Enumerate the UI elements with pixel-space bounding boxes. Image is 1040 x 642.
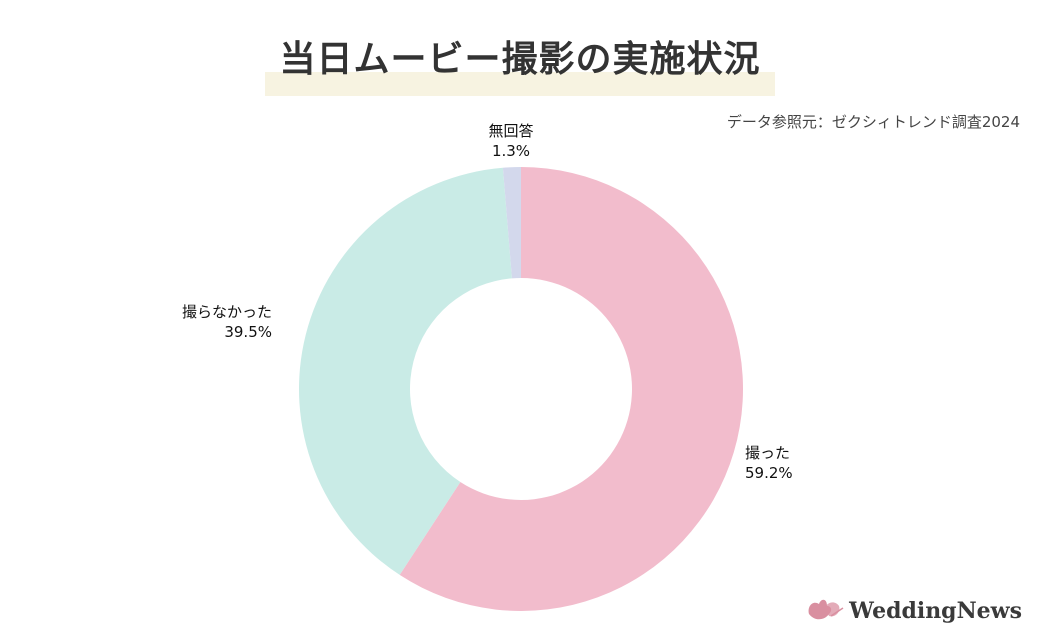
- slice-label-no-answer: 無回答 1.3%: [488, 121, 533, 161]
- chart-title-area: 当日ムービー撮影の実施状況: [265, 30, 775, 96]
- slice-label-shot: 撮った 59.2%: [745, 443, 793, 483]
- donut-slices: [299, 167, 744, 611]
- source-note: データ参照元：ゼクシィトレンド調査2024: [726, 113, 1020, 131]
- title-highlight-bar: [265, 72, 775, 96]
- slice-not-shot: [299, 167, 512, 575]
- slice-label-no-answer-value: 1.3%: [491, 142, 531, 160]
- slice-shot: [399, 167, 744, 611]
- slice-label-not-shot-value: 39.5%: [224, 323, 272, 341]
- slice-label-not-shot: 撮らなかった 39.5%: [182, 302, 272, 342]
- brand-logo: WeddingNews: [805, 594, 1022, 628]
- brand-name: WeddingNews: [849, 598, 1022, 624]
- slice-label-no-answer-name: 無回答: [488, 122, 534, 140]
- slice-no-answer: [502, 167, 521, 279]
- slice-label-shot-value: 59.2%: [745, 464, 793, 482]
- slice-label-not-shot-name: 撮らなかった: [181, 303, 272, 321]
- chart-title: 当日ムービー撮影の実施状況: [279, 39, 761, 80]
- dove-icon: [808, 599, 844, 620]
- slice-label-shot-name: 撮った: [745, 444, 791, 462]
